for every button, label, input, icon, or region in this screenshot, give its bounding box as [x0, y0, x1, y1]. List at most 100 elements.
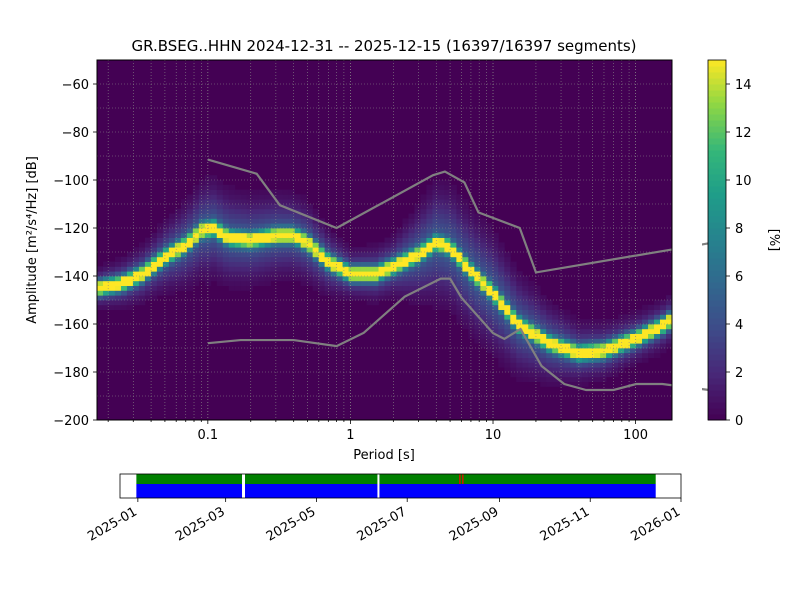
heatmap-cell	[180, 266, 188, 272]
heatmap-cell	[258, 276, 266, 282]
heatmap-cell	[606, 367, 613, 373]
heatmap-cell	[534, 352, 541, 358]
heatmap-cell	[624, 333, 631, 339]
heatmap-cell	[558, 338, 565, 344]
heatmap-cell	[156, 228, 164, 234]
heatmap-cell	[414, 208, 421, 214]
heatmap-cell	[666, 295, 673, 301]
heatmap-cell	[636, 348, 643, 354]
heatmap-cell	[612, 348, 619, 354]
heatmap-cell	[468, 213, 475, 219]
heatmap-cell	[372, 247, 379, 253]
heatmap-cell	[372, 280, 379, 286]
heatmap-cell	[378, 252, 385, 258]
heatmap-cell	[390, 266, 397, 272]
heatmap-cell	[498, 242, 505, 248]
heatmap-cell	[306, 276, 314, 282]
heatmap-cell	[294, 199, 302, 205]
heatmap-cell	[276, 213, 284, 219]
heatmap-cell	[312, 242, 320, 248]
heatmap-cell	[108, 280, 116, 286]
heatmap-cell	[426, 290, 433, 296]
heatmap-cell	[192, 213, 200, 219]
heatmap-cell	[444, 247, 451, 253]
heatmap-cell	[498, 300, 505, 306]
heatmap-cell	[354, 295, 361, 301]
heatmap-cell	[444, 208, 451, 214]
heatmap-cell	[306, 271, 314, 277]
heatmap-cell	[486, 223, 493, 229]
heatmap-cell	[528, 314, 535, 320]
heatmap-cell	[174, 266, 182, 272]
heatmap-cell	[234, 237, 242, 243]
heatmap-cell	[654, 352, 661, 358]
heatmap-cell	[546, 352, 553, 358]
heatmap-cell	[516, 338, 523, 344]
heatmap-cell	[618, 367, 625, 373]
heatmap-cell	[456, 285, 463, 291]
heatmap-cell	[420, 261, 427, 267]
heatmap-cell	[660, 343, 667, 349]
heatmap-cell	[234, 256, 242, 262]
heatmap-cell	[240, 280, 248, 286]
heatmap-cell	[480, 271, 487, 277]
heatmap-cell	[198, 204, 206, 210]
heatmap-cell	[564, 352, 571, 358]
heatmap-cell	[666, 300, 673, 306]
heatmap-cell	[120, 266, 128, 272]
heatmap-cell	[516, 290, 523, 296]
heatmap-cell	[510, 290, 517, 296]
heatmap-cell	[486, 295, 493, 301]
colorbar-swatch	[708, 282, 726, 289]
heatmap-cell	[552, 343, 559, 349]
heatmap-cell	[438, 189, 445, 195]
heatmap-cell	[336, 276, 343, 282]
heatmap-cell	[390, 271, 397, 277]
heatmap-cell	[150, 252, 158, 258]
heatmap-cell	[468, 271, 475, 277]
heatmap-cell	[498, 247, 505, 253]
heatmap-cell	[528, 295, 535, 301]
heatmap-cell	[246, 213, 254, 219]
heatmap-cell	[570, 324, 577, 330]
heatmap-cell	[648, 309, 655, 315]
heatmap-cell	[654, 348, 661, 354]
heatmap-cell	[318, 271, 325, 277]
colorbar-swatch	[708, 78, 726, 85]
heatmap-cell	[432, 194, 439, 200]
heatmap-cell	[102, 266, 110, 272]
heatmap-cell	[468, 252, 475, 258]
heatmap-cell	[138, 295, 146, 301]
heatmap-cell	[216, 189, 224, 195]
heatmap-cell	[606, 362, 613, 368]
heatmap-cell	[222, 189, 230, 195]
heatmap-cell	[384, 266, 391, 272]
heatmap-cell	[528, 280, 535, 286]
heatmap-cell	[540, 328, 547, 334]
heatmap-cell	[510, 266, 517, 272]
y-tick-label: −60	[62, 78, 89, 93]
heatmap-cell	[480, 290, 487, 296]
heatmap-cell	[402, 228, 409, 234]
heatmap-cell	[654, 333, 661, 339]
heatmap-cell	[486, 228, 493, 234]
heatmap-cell	[474, 213, 481, 219]
heatmap-cell	[468, 232, 475, 238]
heatmap-cell	[234, 204, 242, 210]
heatmap-cell	[246, 208, 254, 214]
heatmap-cell	[210, 180, 218, 186]
heatmap-cell	[486, 280, 493, 286]
heatmap-cell	[282, 256, 290, 262]
heatmap-cell	[384, 295, 391, 301]
heatmap-cell	[618, 343, 625, 349]
heatmap-cell	[444, 223, 451, 229]
heatmap-cell	[258, 280, 266, 286]
heatmap-cell	[552, 328, 559, 334]
heatmap-cell	[444, 300, 451, 306]
heatmap-cell	[558, 333, 565, 339]
colorbar-swatch	[708, 216, 726, 223]
heatmap-cell	[516, 280, 523, 286]
heatmap-cell	[270, 276, 278, 282]
heatmap-cell	[246, 252, 254, 258]
heatmap-cell	[450, 304, 457, 310]
